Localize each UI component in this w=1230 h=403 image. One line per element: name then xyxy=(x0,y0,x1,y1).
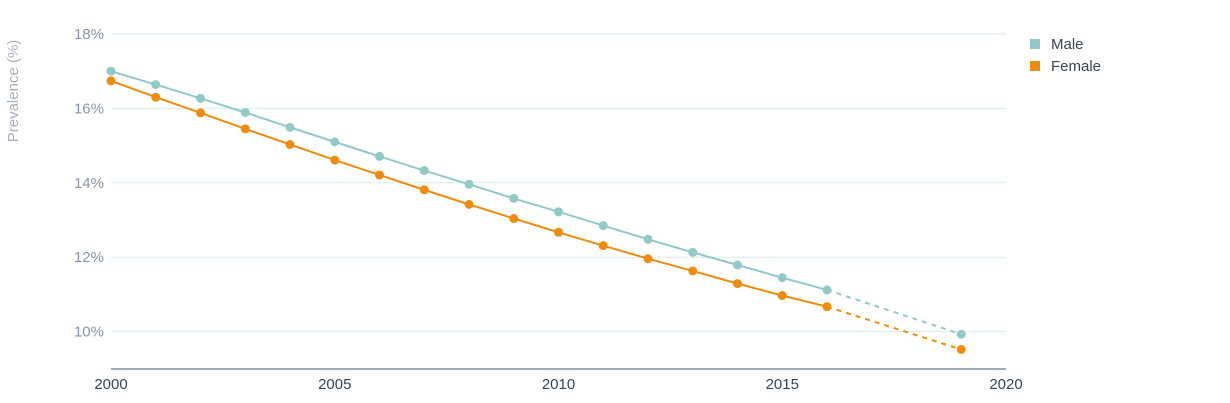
data-point-female-2016[interactable] xyxy=(822,302,832,312)
x-tick-label: 2000 xyxy=(94,376,127,393)
data-point-female-2010[interactable] xyxy=(554,227,563,237)
series-projection-female xyxy=(826,305,962,351)
gridlines xyxy=(111,33,1006,333)
data-point-female-2003[interactable] xyxy=(240,124,250,134)
data-point-female-2012[interactable] xyxy=(643,254,653,264)
legend-swatch-male xyxy=(1030,39,1040,49)
y-tick-label: 10% xyxy=(74,324,104,341)
data-point-male-2010[interactable] xyxy=(554,207,563,217)
data-point-male-2005[interactable] xyxy=(330,137,340,147)
data-point-female-2007[interactable] xyxy=(419,185,429,195)
legend-label-female: Female xyxy=(1051,57,1102,75)
x-tick-label: 2005 xyxy=(318,376,351,393)
legend-label-male: Male xyxy=(1051,35,1084,53)
y-axis-label: Prevalence (%) xyxy=(5,40,22,143)
data-point-female-2015[interactable] xyxy=(777,291,787,301)
data-point-female-2008[interactable] xyxy=(464,199,474,209)
series-female xyxy=(106,76,966,354)
data-point-female-2002[interactable] xyxy=(196,108,205,118)
x-tick-label: 2020 xyxy=(989,376,1022,393)
series-projection-male xyxy=(826,288,962,336)
data-point-male-2008[interactable] xyxy=(464,179,474,189)
data-point-female-2014[interactable] xyxy=(733,279,742,289)
x-tick-label: 2015 xyxy=(766,376,799,393)
data-point-female-2005[interactable] xyxy=(330,155,340,165)
data-point-male-2001[interactable] xyxy=(151,80,161,90)
legend-item-male[interactable]: Male xyxy=(1030,33,1101,55)
data-point-male-2007[interactable] xyxy=(419,166,429,176)
data-point-male-2004[interactable] xyxy=(285,122,295,132)
legend: Male Female xyxy=(1030,33,1101,77)
data-point-female-2006[interactable] xyxy=(375,170,384,180)
data-point-male-2006[interactable] xyxy=(375,151,384,161)
y-tick-label: 14% xyxy=(74,175,104,192)
data-point-male-2019[interactable] xyxy=(956,329,966,339)
data-point-female-2004[interactable] xyxy=(285,139,295,149)
data-point-female-2009[interactable] xyxy=(509,214,519,224)
series-male xyxy=(106,66,966,339)
data-point-male-2009[interactable] xyxy=(509,193,519,203)
legend-item-female[interactable]: Female xyxy=(1030,55,1101,77)
series-layer xyxy=(106,66,966,354)
data-point-female-2000[interactable] xyxy=(106,76,116,86)
data-point-male-2014[interactable] xyxy=(733,260,742,270)
y-tick-label: 12% xyxy=(74,249,104,266)
series-line-female xyxy=(110,79,828,308)
data-point-male-2012[interactable] xyxy=(643,234,653,244)
y-tick-label: 18% xyxy=(74,26,104,43)
y-axis-ticks: 10% 12% 14% 16% 18% xyxy=(74,26,104,341)
data-point-male-2016[interactable] xyxy=(822,285,832,295)
data-point-male-2003[interactable] xyxy=(240,107,250,117)
data-point-male-2011[interactable] xyxy=(598,221,608,231)
data-point-male-2013[interactable] xyxy=(688,247,698,257)
x-axis-ticks: 2000 2005 2010 2015 2020 xyxy=(94,376,1022,393)
x-tick-label: 2010 xyxy=(542,376,575,393)
y-tick-label: 16% xyxy=(74,100,104,117)
data-point-female-2013[interactable] xyxy=(688,266,698,276)
data-point-male-2000[interactable] xyxy=(106,66,116,76)
data-point-female-2019[interactable] xyxy=(956,344,966,354)
data-point-female-2011[interactable] xyxy=(598,241,608,251)
data-point-female-2001[interactable] xyxy=(151,92,161,102)
legend-swatch-female xyxy=(1030,61,1040,71)
data-point-male-2015[interactable] xyxy=(777,273,787,283)
data-point-male-2002[interactable] xyxy=(196,93,205,103)
